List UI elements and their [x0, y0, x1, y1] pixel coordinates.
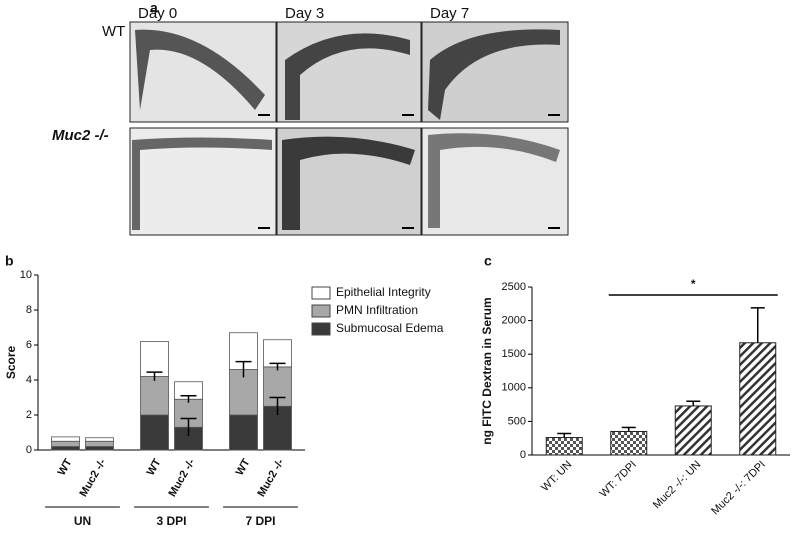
- panel-label: c: [484, 253, 492, 269]
- y-tick-label: 2500: [502, 281, 526, 293]
- legend-label: Submucosal Edema: [336, 321, 444, 335]
- x-tick-label: Muc2 -/-: 7DPI: [709, 459, 768, 518]
- legend-swatch: [311, 286, 331, 300]
- y-tick-label: 10: [20, 269, 32, 281]
- bar-segment: [51, 436, 80, 442]
- column-label: Day 7: [430, 5, 469, 22]
- y-tick-label: 0: [26, 444, 32, 456]
- bar-segment: [229, 369, 258, 416]
- y-tick-label: 1500: [502, 348, 526, 360]
- y-tick-label: 4: [26, 374, 32, 386]
- x-tick-label: WT: UN: [539, 459, 574, 494]
- legend-swatch: [311, 304, 331, 318]
- bar-segment: [140, 341, 169, 377]
- y-tick-label: 8: [26, 304, 32, 316]
- y-tick-label: 6: [26, 339, 32, 351]
- bar: [610, 430, 648, 456]
- bar-segment: [51, 446, 80, 451]
- bar: [545, 437, 583, 456]
- column-label: Day 3: [285, 5, 324, 22]
- bar-segment: [140, 414, 169, 451]
- group-label: UN: [74, 514, 91, 528]
- x-tick-label: Muc2 -/-: [77, 457, 108, 499]
- group-label: 3 DPI: [156, 514, 186, 528]
- bar: [674, 405, 712, 456]
- x-tick-label: Muc2 -/-: UN: [651, 459, 704, 512]
- x-tick-label: Muc2 -/-: [255, 457, 286, 499]
- legend-swatch: [311, 322, 331, 336]
- y-tick-label: 2000: [502, 315, 526, 327]
- x-tick-label: WT: [145, 457, 164, 478]
- x-tick-label: WT: [56, 457, 75, 478]
- bar-segment: [263, 339, 292, 368]
- bar-segment: [140, 376, 169, 416]
- bar-segment: [85, 437, 114, 442]
- y-tick-label: 500: [508, 415, 526, 427]
- bar-segment: [85, 446, 114, 451]
- y-tick-label: 0: [520, 449, 526, 461]
- row-label: Muc2 -/-: [52, 127, 109, 144]
- significance-label: *: [691, 277, 696, 291]
- x-tick-label: Muc2 -/-: [166, 457, 197, 499]
- bar-segment: [51, 440, 80, 447]
- legend-label: PMN Infiltration: [336, 303, 418, 317]
- bar: [739, 342, 777, 456]
- y-axis-label: ng FITC Dextran in Serum: [480, 297, 494, 444]
- column-label: Day 0: [138, 5, 177, 22]
- y-tick-label: 2: [26, 409, 32, 421]
- legend-label: Epithelial Integrity: [336, 285, 431, 299]
- row-label: WT: [102, 23, 125, 40]
- y-tick-label: 1000: [502, 382, 526, 394]
- panel-label: a: [150, 0, 158, 16]
- group-label: 7 DPI: [245, 514, 275, 528]
- y-axis-label: Score: [4, 346, 18, 380]
- bar-segment: [85, 440, 114, 447]
- x-tick-label: WT: 7DPI: [598, 459, 639, 500]
- bar-segment: [229, 414, 258, 451]
- panel-label: b: [5, 253, 14, 269]
- x-tick-label: WT: [234, 457, 253, 478]
- histology-panel: [129, 21, 569, 236]
